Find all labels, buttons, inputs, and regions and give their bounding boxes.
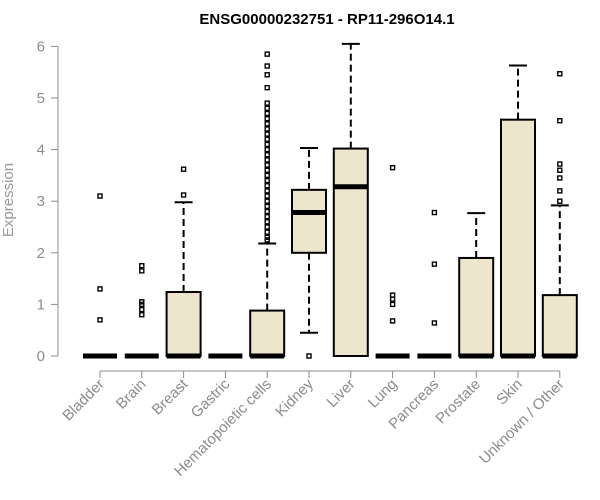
box-bladder [83,193,117,359]
outlier-point [264,172,270,179]
box-body [165,291,202,357]
y-tick-label: 5 [37,90,45,107]
outlier-point [389,292,396,298]
box-liver [332,42,369,357]
outlier-point [557,167,563,173]
x-tick-label: Lung [365,376,401,412]
outlier-point [431,209,438,216]
outlier-point [264,84,270,91]
outlier-point [431,261,438,267]
outlier-point [264,152,270,158]
outlier-point [264,121,270,127]
outlier-point [97,317,103,323]
outlier-point [389,164,396,171]
outlier-point [264,234,270,241]
outlier-point [264,203,270,210]
outlier-point [264,177,270,184]
outlier-point [139,306,145,313]
x-tick-label: Breast [149,375,192,418]
outlier-point [139,263,145,269]
box-prostate [458,212,495,359]
outlier-point [431,320,438,326]
y-axis-label: Expression [0,163,17,237]
outlier-point [557,188,563,194]
outlier-point [264,105,270,112]
box-unknown-other [541,71,578,359]
outlier-point [389,296,396,302]
box-body [541,294,578,357]
box-brain [124,263,159,359]
outlier-point [264,131,270,137]
outlier-point [264,63,270,69]
y-tick-label: 6 [37,38,45,55]
outlier-point [139,312,145,318]
outlier-point [557,71,563,77]
y-tick-label: 1 [37,296,45,313]
outlier-point [139,268,145,274]
outlier-point [264,167,270,173]
outlier-point [180,192,187,198]
y-tick-label: 2 [37,245,45,262]
box-skin [500,64,536,359]
outlier-point [264,198,270,204]
outlier-point [264,100,270,106]
chart-title: ENSG00000232751 - RP11-296O14.1 [199,11,454,28]
outlier-point [264,229,270,235]
outlier-point [264,72,270,78]
outlier-point [557,175,563,181]
outlier-point [389,318,396,324]
box-body [332,147,369,357]
y-axis: 0 1 2 3 4 5 6 [37,38,59,365]
box-body [249,309,286,358]
box-lung [375,164,410,359]
box-group [83,42,578,359]
outlier-point [389,301,396,308]
outlier-point [264,110,270,117]
y-tick-label: 3 [37,193,45,210]
x-tick-label: Skin [493,376,526,409]
outlier-point [264,115,270,122]
box-kidney [291,147,327,359]
x-tick-label: Kidney [272,375,317,420]
outlier-point [557,118,563,124]
outlier-point [180,166,187,172]
outlier-point [264,136,270,142]
x-tick-label: Brain [113,376,150,413]
y-tick-label: 4 [37,142,45,159]
box-body [291,188,327,254]
outlier-point [557,198,563,204]
outlier-point [557,161,563,167]
outlier-point [97,286,103,292]
box-hematopoietic-cells [249,51,286,359]
outlier-point [264,193,270,199]
outlier-point [306,353,312,359]
outlier-point [264,219,270,225]
box-pancreas [417,209,452,359]
x-tick-label: Bladder [59,376,108,425]
outlier-point [264,157,270,163]
outlier-point [264,183,270,189]
outlier-point [264,188,270,194]
outlier-point [264,126,270,132]
outlier-point [264,51,270,57]
x-tick-label: Prostate [432,376,484,428]
box-breast [165,166,202,359]
box-body [500,118,536,357]
y-tick-label: 0 [37,348,45,365]
outlier-point [264,141,270,148]
x-tick-label: Liver [324,376,359,411]
box-body [458,256,495,357]
outlier-point [139,299,145,305]
outlier-point [264,146,270,153]
outlier-point [264,162,270,168]
outlier-point [97,193,103,199]
outlier-point [264,213,270,220]
outlier-point [264,208,270,215]
outlier-point [264,224,270,230]
